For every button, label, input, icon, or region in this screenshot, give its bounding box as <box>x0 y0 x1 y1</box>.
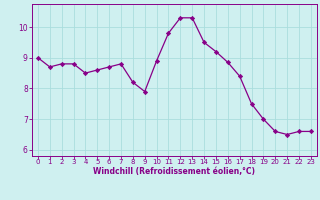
X-axis label: Windchill (Refroidissement éolien,°C): Windchill (Refroidissement éolien,°C) <box>93 167 255 176</box>
